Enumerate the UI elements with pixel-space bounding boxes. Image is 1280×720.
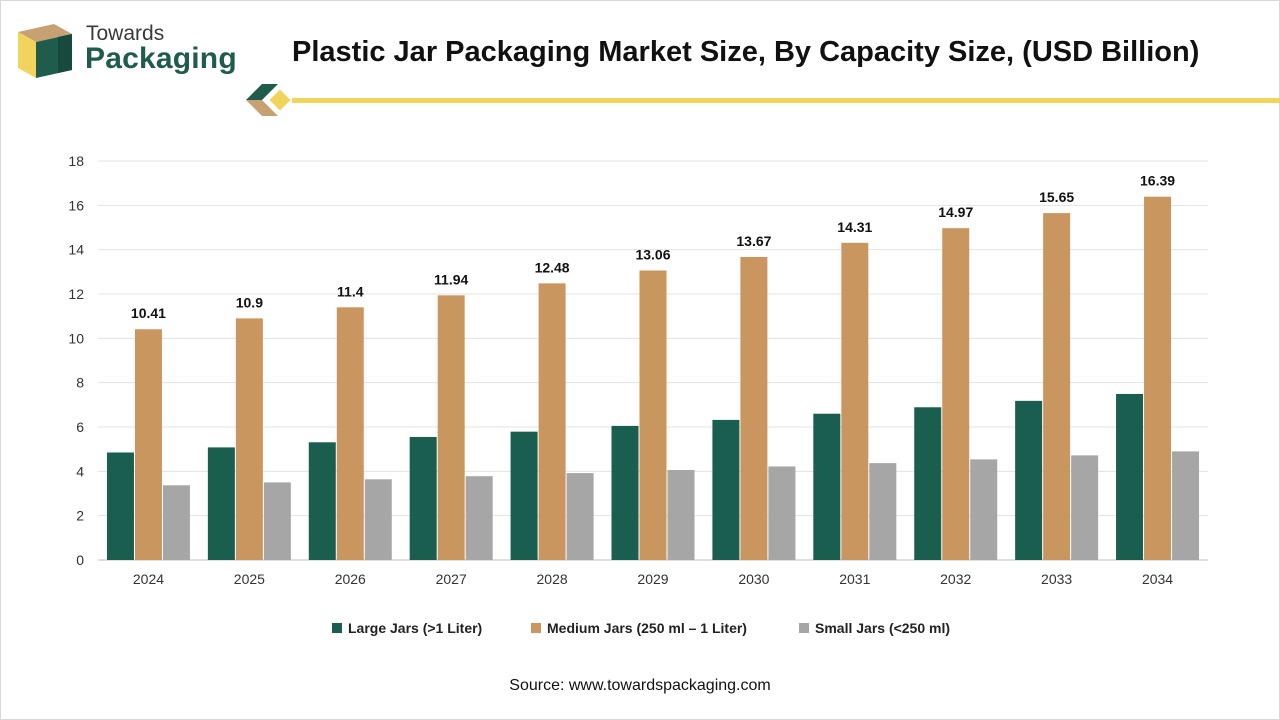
bar-medium-2031: [841, 242, 869, 561]
x-tick-label-2033: 2033: [1041, 571, 1072, 587]
bar-large-2027: [409, 436, 437, 560]
bar-medium-2028: [538, 283, 566, 560]
bar-medium-2034: [1144, 196, 1172, 560]
logo-text-packaging: Packaging: [85, 42, 237, 75]
legend-label-large: Large Jars (>1 Liter): [348, 620, 483, 636]
divider-yellow-line: [292, 98, 1280, 103]
bar-large-2026: [308, 442, 336, 560]
bar-large-2032: [914, 407, 942, 560]
y-axis-ticks: 0 2 4 6 8 10 12 14 16 18: [68, 153, 84, 568]
data-label-2033: 15.65: [1039, 189, 1074, 205]
bar-large-2034: [1116, 393, 1144, 560]
y-tick-label: 4: [76, 463, 84, 479]
y-tick-label: 0: [76, 552, 84, 568]
bar-large-2024: [106, 452, 134, 560]
bar-large-2033: [1015, 400, 1043, 560]
bar-medium-2024: [134, 329, 162, 560]
bar-small-2027: [465, 476, 493, 560]
bar-small-2028: [566, 473, 594, 560]
divider-yellow-diamond: [266, 86, 294, 114]
x-tick-label-2031: 2031: [839, 571, 870, 587]
x-tick-label-2034: 2034: [1142, 571, 1173, 587]
divider-tan-diamond: [246, 100, 278, 116]
x-tick-label-2024: 2024: [133, 571, 164, 587]
bar-large-2025: [207, 447, 235, 560]
data-label-2024: 10.41: [131, 305, 166, 321]
bar-large-2028: [510, 431, 538, 560]
legend-swatch-medium: [531, 623, 541, 633]
x-axis-ticks: 2024 2025 2026 2027 2028 2029 2030 2031 2032 2033…: [133, 571, 1173, 587]
data-label-2032: 14.97: [938, 204, 973, 220]
legend-item-small: Small Jars (<250 ml): [799, 620, 950, 636]
data-label-2027: 11.94: [434, 271, 468, 287]
logo-text-towards: Towards: [86, 22, 165, 45]
bar-medium-2030: [740, 256, 768, 560]
legend-label-small: Small Jars (<250 ml): [815, 620, 951, 636]
bar-small-2025: [263, 482, 291, 560]
bar-medium-2033: [1043, 213, 1071, 560]
bar-small-2026: [364, 479, 392, 560]
data-label-2025: 10.9: [236, 294, 263, 310]
bars: [106, 196, 1200, 561]
y-tick-label: 10: [68, 330, 84, 346]
legend-swatch-large: [332, 623, 342, 633]
data-label-2029: 13.06: [635, 247, 670, 263]
towards-packaging-logo: Towards Packaging: [14, 20, 244, 84]
x-tick-label-2026: 2026: [335, 571, 366, 587]
data-label-2028: 12.48: [535, 259, 570, 275]
data-label-2034: 16.39: [1140, 173, 1175, 189]
source-note: Source: www.towardspackaging.com: [509, 677, 771, 694]
legend-item-medium: Medium Jars (250 ml – 1 Liter): [531, 620, 747, 636]
decorative-divider: [246, 84, 1280, 116]
bar-medium-2026: [336, 307, 364, 560]
y-tick-label: 6: [76, 419, 84, 435]
chart-legend: Large Jars (>1 Liter) Medium Jars (250 m…: [0, 620, 1280, 640]
data-label-2031: 14.31: [837, 219, 872, 235]
legend-swatch-small: [799, 623, 809, 633]
bar-small-2029: [667, 470, 695, 560]
y-tick-label: 16: [68, 197, 84, 213]
y-tick-label: 14: [68, 242, 84, 258]
data-label-2026: 11.4: [337, 283, 364, 299]
bar-medium-2032: [942, 228, 970, 560]
bar-small-2031: [869, 463, 897, 560]
chart-title: Plastic Jar Packaging Market Size, By Ca…: [292, 36, 1200, 68]
x-tick-label-2027: 2027: [436, 571, 467, 587]
bar-small-2033: [1071, 455, 1099, 560]
bar-medium-2029: [639, 270, 667, 560]
bar-large-2031: [813, 413, 841, 560]
legend-item-large: Large Jars (>1 Liter): [332, 620, 482, 636]
x-tick-label-2025: 2025: [234, 571, 265, 587]
y-tick-label: 2: [76, 508, 84, 524]
bar-small-2034: [1172, 451, 1200, 560]
divider-green-diamond: [246, 84, 278, 100]
bar-large-2030: [712, 419, 740, 560]
bar-chart: 0 2 4 6 8 10 12 14 16 18 2024 2025 2026 2027 2028 2029…: [68, 153, 1208, 587]
y-tick-label: 12: [68, 286, 84, 302]
x-tick-label-2029: 2029: [637, 571, 668, 587]
bar-medium-2025: [235, 318, 263, 560]
x-tick-label-2032: 2032: [940, 571, 971, 587]
legend-label-medium: Medium Jars (250 ml – 1 Liter): [547, 620, 747, 636]
bar-medium-2027: [437, 295, 465, 560]
y-tick-label: 8: [76, 375, 84, 391]
bar-small-2032: [970, 459, 998, 560]
data-label-2030: 13.67: [736, 233, 771, 249]
bar-large-2029: [611, 425, 639, 560]
x-tick-label-2028: 2028: [537, 571, 568, 587]
box-logo-icon: [18, 24, 72, 78]
data-labels: 10.41 10.9 11.4 11.94 12.48 13.06 13.67 14.31 14…: [131, 173, 1175, 322]
bar-small-2030: [768, 466, 796, 560]
bar-small-2024: [162, 485, 190, 560]
y-tick-label: 18: [68, 153, 84, 169]
x-tick-label-2030: 2030: [738, 571, 769, 587]
